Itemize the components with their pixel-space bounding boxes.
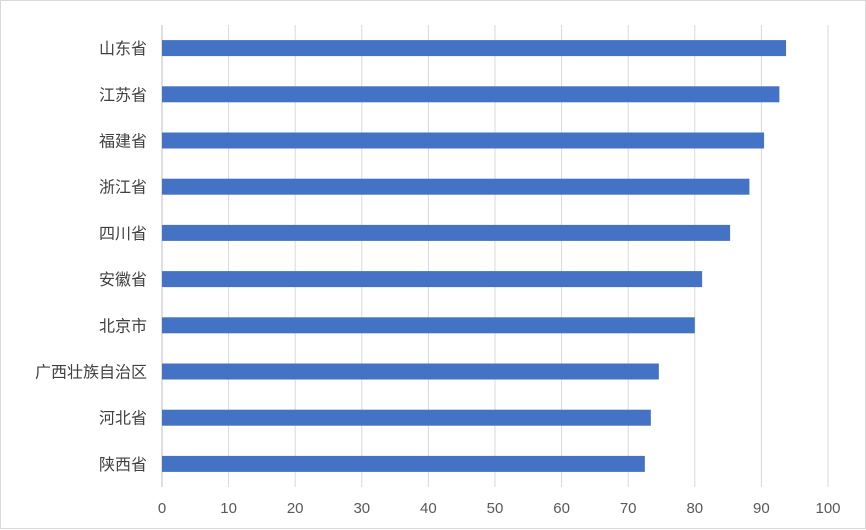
bar-3 [162, 178, 750, 195]
bar-8 [162, 409, 651, 426]
category-label-4: 四川省 [99, 224, 147, 243]
category-label-1: 江苏省 [99, 85, 147, 104]
bar-9 [162, 455, 645, 472]
category-label-8: 河北省 [99, 409, 147, 428]
bar-6 [162, 317, 695, 334]
bar-7 [162, 363, 659, 380]
category-label-9: 陕西省 [99, 455, 147, 474]
x-tick-label-60: 60 [553, 500, 570, 517]
x-tick-label-100: 100 [815, 500, 840, 517]
category-label-5: 安徽省 [99, 270, 147, 289]
bars [162, 40, 787, 472]
bar-5 [162, 271, 703, 288]
bar-2 [162, 132, 765, 149]
x-tick-label-50: 50 [487, 500, 504, 517]
bar-1 [162, 86, 780, 103]
x-tick-label-90: 90 [753, 500, 770, 517]
category-label-6: 北京市 [99, 316, 147, 335]
category-label-0: 山东省 [99, 39, 147, 58]
x-tick-label-70: 70 [620, 500, 637, 517]
x-tick-label-0: 0 [158, 500, 166, 517]
category-label-7: 广西壮族自治区 [35, 363, 147, 382]
bar-0 [162, 40, 787, 57]
x-tick-label-10: 10 [220, 500, 237, 517]
x-tick-label-20: 20 [287, 500, 304, 517]
category-label-3: 浙江省 [99, 178, 147, 197]
x-tick-labels: 0 10 20 30 40 50 60 70 80 90 100 [158, 500, 841, 517]
x-tick-label-80: 80 [686, 500, 703, 517]
bar-4 [162, 224, 731, 241]
x-tick-label-30: 30 [353, 500, 370, 517]
x-tick-label-40: 40 [420, 500, 437, 517]
category-label-2: 福建省 [99, 132, 147, 151]
